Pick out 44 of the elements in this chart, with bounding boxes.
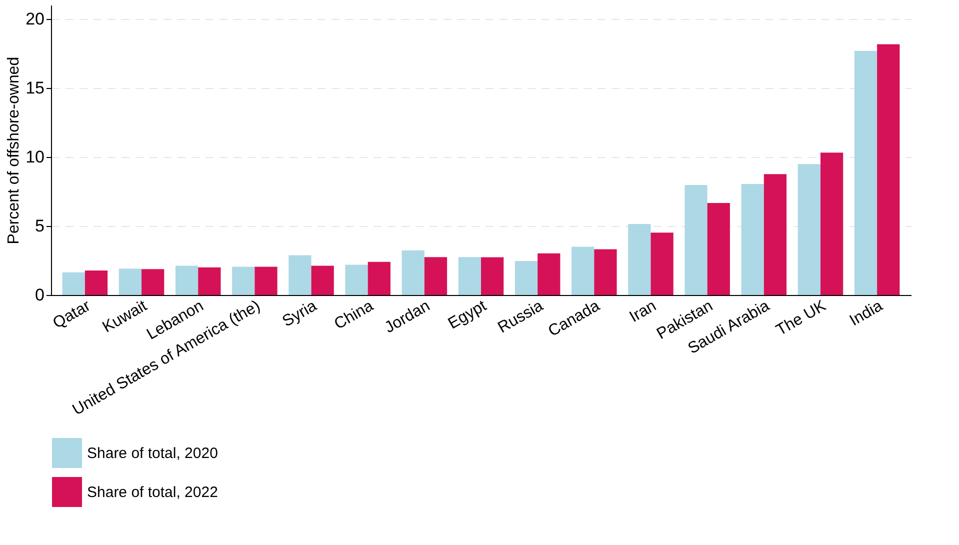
legend-label: Share of total, 2020 — [87, 445, 218, 462]
bar — [854, 50, 878, 295]
y-tick-label: 15 — [26, 78, 44, 98]
bar — [650, 232, 674, 295]
bar — [368, 262, 390, 295]
bar — [764, 174, 787, 295]
x-tick-label: Qatar — [50, 297, 94, 332]
bar — [572, 246, 594, 295]
bar — [481, 257, 504, 295]
y-tick-label: 5 — [35, 216, 44, 236]
bar — [84, 270, 108, 295]
bar — [118, 268, 142, 295]
bar — [707, 203, 730, 295]
bar — [345, 264, 368, 295]
x-tick-label: China — [332, 297, 376, 334]
bar — [514, 261, 538, 295]
bar — [232, 266, 255, 295]
y-tick-label: 10 — [26, 147, 44, 166]
bar — [684, 184, 708, 295]
bar — [798, 164, 820, 295]
bar — [628, 224, 651, 295]
bar — [820, 152, 844, 295]
bar — [458, 257, 481, 295]
bar — [288, 255, 312, 295]
y-axis-title: Percent of offshore-owned — [6, 56, 23, 244]
bar — [538, 253, 560, 295]
y-tick-label: 20 — [26, 9, 44, 28]
bar — [402, 250, 424, 295]
bar — [62, 272, 85, 295]
x-tick-label: The UK — [773, 297, 830, 340]
bar — [254, 266, 278, 295]
x-tick-label: Iran — [626, 298, 660, 326]
bar — [175, 266, 198, 295]
bar — [142, 269, 164, 295]
x-tick-label: Syria — [280, 297, 320, 330]
legend-label: Share of total, 2022 — [87, 484, 218, 501]
bar — [424, 257, 448, 295]
bar — [594, 249, 617, 295]
bar — [877, 44, 900, 295]
bar — [741, 184, 764, 295]
y-tick-label: 0 — [35, 286, 44, 304]
bar — [311, 266, 334, 295]
x-tick-label: India — [847, 297, 886, 330]
bar — [198, 267, 221, 295]
